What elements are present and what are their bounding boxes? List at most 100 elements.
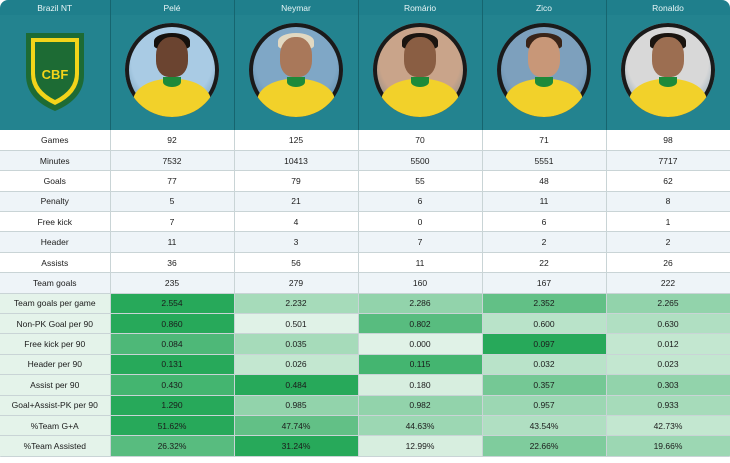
stat-cell-neymar: 79 bbox=[234, 170, 359, 192]
stat-row-minutes: Minutes 7532 10413 5500 5551 7717 bbox=[0, 150, 730, 172]
stat-cell-rom-rio: 0.180 bbox=[358, 374, 483, 396]
svg-text:CBF: CBF bbox=[41, 67, 68, 82]
stat-cell-rom-rio: 11 bbox=[358, 252, 483, 274]
portrait-cell-zico bbox=[482, 15, 607, 130]
corner-label: Brazil NT bbox=[0, 0, 111, 15]
stat-cell-pel: 0.430 bbox=[110, 374, 235, 396]
portrait-row: CBF bbox=[0, 15, 730, 130]
stat-cell-pel: 0.131 bbox=[110, 354, 235, 376]
player-header-zico[interactable]: Zico bbox=[482, 0, 607, 15]
stat-cell-neymar: 0.026 bbox=[234, 354, 359, 376]
stat-cell-zico: 0.032 bbox=[482, 354, 607, 376]
player-photo-neymar bbox=[249, 23, 343, 117]
row-label: Team goals per game bbox=[0, 293, 111, 315]
stat-row-header-per-90: Header per 90 0.131 0.026 0.115 0.032 0.023 bbox=[0, 354, 730, 376]
stat-cell-neymar: 47.74% bbox=[234, 415, 359, 437]
stat-cell-pel: 5 bbox=[110, 191, 235, 213]
player-header-pele[interactable]: Pelé bbox=[110, 0, 235, 15]
row-label: Header bbox=[0, 231, 111, 253]
stat-cell-ronaldo: 2 bbox=[606, 231, 730, 253]
stat-cell-ronaldo: 0.630 bbox=[606, 313, 730, 335]
row-label: Minutes bbox=[0, 150, 111, 172]
stat-cell-zico: 0.357 bbox=[482, 374, 607, 396]
stat-cell-rom-rio: 0.115 bbox=[358, 354, 483, 376]
row-label: %Team G+A bbox=[0, 415, 111, 437]
stat-cell-neymar: 279 bbox=[234, 272, 359, 294]
stat-cell-zico: 22 bbox=[482, 252, 607, 274]
stat-row-games: Games 92 125 70 71 98 bbox=[0, 130, 730, 151]
row-label: Assists bbox=[0, 252, 111, 274]
stat-cell-pel: 92 bbox=[110, 130, 235, 151]
player-photo-romario bbox=[373, 23, 467, 117]
stat-cell-pel: 7 bbox=[110, 211, 235, 233]
stat-cell-ronaldo: 42.73% bbox=[606, 415, 730, 437]
row-label: Penalty bbox=[0, 191, 111, 213]
portrait-cell-neymar bbox=[234, 15, 359, 130]
stat-cell-neymar: 3 bbox=[234, 231, 359, 253]
player-header-neymar[interactable]: Neymar bbox=[234, 0, 359, 15]
stat-cell-neymar: 31.24% bbox=[234, 435, 359, 457]
stat-cell-rom-rio: 2.286 bbox=[358, 293, 483, 315]
stat-cell-ronaldo: 2.265 bbox=[606, 293, 730, 315]
stat-cell-ronaldo: 98 bbox=[606, 130, 730, 151]
player-header-romario[interactable]: Romário bbox=[358, 0, 483, 15]
stat-cell-zico: 2.352 bbox=[482, 293, 607, 315]
stat-cell-rom-rio: 12.99% bbox=[358, 435, 483, 457]
stat-cell-pel: 0.860 bbox=[110, 313, 235, 335]
header-row: Brazil NT Pelé Neymar Romário Zico Ronal… bbox=[0, 0, 730, 15]
stat-row-assist-per-90: Assist per 90 0.430 0.484 0.180 0.357 0.303 bbox=[0, 374, 730, 396]
row-label: Assist per 90 bbox=[0, 374, 111, 396]
stat-cell-ronaldo: 62 bbox=[606, 170, 730, 192]
stat-cell-ronaldo: 19.66% bbox=[606, 435, 730, 457]
stat-cell-rom-rio: 0.802 bbox=[358, 313, 483, 335]
stat-row-assists: Assists 36 56 11 22 26 bbox=[0, 252, 730, 274]
stat-row-free-kick-per-90: Free kick per 90 0.084 0.035 0.000 0.097 0.01… bbox=[0, 333, 730, 355]
stat-row-team-goals: Team goals 235 279 160 167 222 bbox=[0, 272, 730, 294]
stat-cell-ronaldo: 0.303 bbox=[606, 374, 730, 396]
portrait-cell-romario bbox=[358, 15, 483, 130]
stat-cell-zico: 48 bbox=[482, 170, 607, 192]
stat-row-non-pk-goal-per-90: Non-PK Goal per 90 0.860 0.501 0.802 0.600 0.… bbox=[0, 313, 730, 335]
row-label: Team goals bbox=[0, 272, 111, 294]
stat-cell-neymar: 0.484 bbox=[234, 374, 359, 396]
stat-cell-pel: 0.084 bbox=[110, 333, 235, 355]
stat-row-goals: Goals 77 79 55 48 62 bbox=[0, 170, 730, 192]
stat-cell-zico: 167 bbox=[482, 272, 607, 294]
stat-cell-rom-rio: 70 bbox=[358, 130, 483, 151]
stat-cell-zico: 71 bbox=[482, 130, 607, 151]
stat-row-team-g-a: %Team G+A 51.62% 47.74% 44.63% 43.54% 42.73% bbox=[0, 415, 730, 437]
stat-cell-rom-rio: 0 bbox=[358, 211, 483, 233]
stat-cell-rom-rio: 44.63% bbox=[358, 415, 483, 437]
stat-cell-neymar: 4 bbox=[234, 211, 359, 233]
player-header-ronaldo[interactable]: Ronaldo bbox=[606, 0, 730, 15]
stat-cell-pel: 235 bbox=[110, 272, 235, 294]
stat-cell-pel: 11 bbox=[110, 231, 235, 253]
stat-cell-zico: 6 bbox=[482, 211, 607, 233]
stat-cell-ronaldo: 7717 bbox=[606, 150, 730, 172]
stats-body: Games 92 125 70 71 98 Minutes 7532 10413 5500 5551… bbox=[0, 130, 730, 457]
stat-cell-neymar: 0.985 bbox=[234, 395, 359, 416]
row-label: Free kick bbox=[0, 211, 111, 233]
row-label: Free kick per 90 bbox=[0, 333, 111, 355]
stat-cell-neymar: 56 bbox=[234, 252, 359, 274]
stat-cell-zico: 22.66% bbox=[482, 435, 607, 457]
stat-cell-neymar: 21 bbox=[234, 191, 359, 213]
row-label: Games bbox=[0, 130, 111, 151]
stat-cell-pel: 26.32% bbox=[110, 435, 235, 457]
stat-cell-ronaldo: 222 bbox=[606, 272, 730, 294]
cbf-crest-icon: CBF bbox=[25, 33, 84, 111]
stat-cell-ronaldo: 0.012 bbox=[606, 333, 730, 355]
stat-cell-neymar: 0.035 bbox=[234, 333, 359, 355]
player-photo-pele bbox=[125, 23, 219, 117]
stat-cell-pel: 51.62% bbox=[110, 415, 235, 437]
stat-cell-rom-rio: 0.982 bbox=[358, 395, 483, 416]
stat-cell-ronaldo: 0.933 bbox=[606, 395, 730, 416]
crest-cell: CBF bbox=[0, 15, 111, 130]
stat-cell-zico: 0.957 bbox=[482, 395, 607, 416]
row-label: %Team Assisted bbox=[0, 435, 111, 457]
stat-cell-pel: 7532 bbox=[110, 150, 235, 172]
row-label: Goal+Assist-PK per 90 bbox=[0, 395, 111, 416]
stat-cell-neymar: 0.501 bbox=[234, 313, 359, 335]
